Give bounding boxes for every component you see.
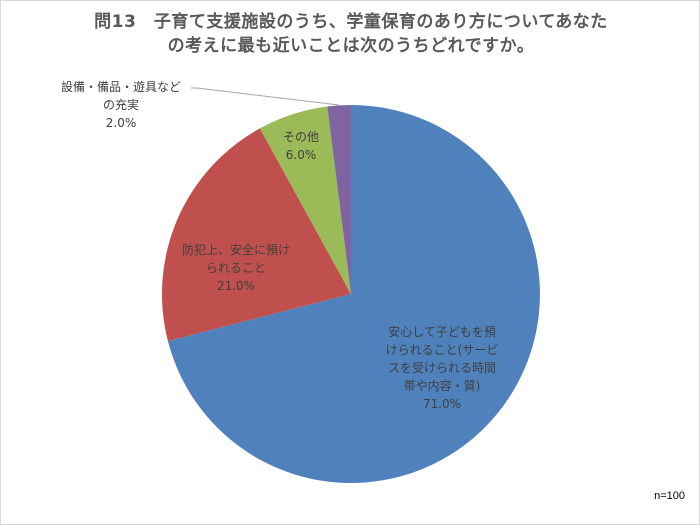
data-label-equipment: 設備・備品・遊具など の充実 2.0% xyxy=(46,78,196,132)
sample-size-note: n=100 xyxy=(654,490,685,502)
label-line: の充実 xyxy=(102,98,139,112)
label-line: 帯や内容・質) xyxy=(403,379,481,393)
label-percent: 2.0% xyxy=(105,116,137,130)
label-line: 設備・備品・遊具など xyxy=(60,80,181,94)
data-label-other: その他 6.0% xyxy=(266,128,336,164)
leader-line xyxy=(191,87,340,106)
label-line: 安心して子どもを預 xyxy=(388,325,496,339)
label-line: られること xyxy=(205,261,266,275)
chart-title-line-1: 問13 子育て支援施設のうち、学童保育のあり方についてあなた xyxy=(94,12,608,32)
data-label-childcare-quality: 安心して子どもを預 けられること(サービ スを受けられる時間 帯や内容・質) 7… xyxy=(367,323,517,413)
chart-title-line-2: の考えに最も近いことは次のうちどれですか。 xyxy=(167,36,535,56)
label-percent: 71.0% xyxy=(422,397,462,411)
label-line: けられること(サービ xyxy=(385,343,499,357)
chart-title: 問13 子育て支援施設のうち、学童保育のあり方についてあなた の考えに最も近いこ… xyxy=(1,10,700,58)
label-line: スを受けられる時間 xyxy=(387,361,496,375)
label-line: 防犯上、安全に預け xyxy=(181,243,290,257)
pie-slice-safety[interactable] xyxy=(161,128,351,341)
pie-slice-equipment[interactable] xyxy=(327,105,351,294)
data-label-safety: 防犯上、安全に預け られること 21.0% xyxy=(161,241,311,295)
pie-slice-other[interactable] xyxy=(259,106,351,295)
label-percent: 21.0% xyxy=(216,279,256,293)
pie-slice-childcare-quality[interactable] xyxy=(167,105,540,483)
label-line: その他 xyxy=(282,130,319,144)
label-percent: 6.0% xyxy=(285,148,317,162)
